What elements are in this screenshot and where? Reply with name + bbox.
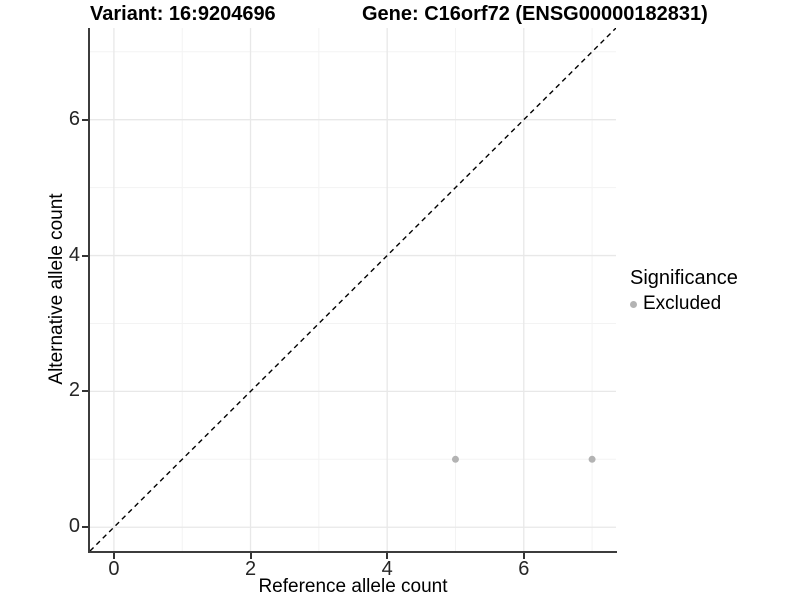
- y-axis-tick-label: 0: [68, 515, 80, 538]
- x-axis-title: Reference allele count: [258, 576, 448, 597]
- plot-title-gene: Gene: C16orf72 (ENSG00000182831): [362, 3, 708, 25]
- plot-title-variant: Variant: 16:9204696: [90, 3, 276, 25]
- y-axis-tick-label: 2: [68, 379, 80, 402]
- legend-point-icon: [630, 300, 637, 308]
- plot-panel: [90, 28, 616, 551]
- x-axis-tick-mark: [112, 553, 115, 559]
- x-axis-tick-label: 0: [108, 558, 120, 580]
- y-axis-tick-mark: [82, 254, 88, 257]
- legend-title: Significance: [630, 267, 738, 289]
- y-axis-tick-label: 6: [68, 107, 80, 130]
- plot-area-svg: [90, 28, 616, 551]
- y-axis-tick-label: 4: [68, 243, 80, 266]
- y-axis-title: Alternative allele count: [46, 193, 67, 385]
- x-axis-tick-label: 2: [244, 558, 257, 580]
- x-axis-tick-mark: [522, 553, 525, 559]
- x-axis-tick-mark: [386, 553, 389, 559]
- x-axis-tick-mark: [249, 553, 252, 559]
- x-axis-tick-label: 6: [518, 558, 530, 580]
- legend-item-label: Excluded: [643, 293, 722, 314]
- x-axis-line: [88, 551, 617, 553]
- x-axis-tick-label: 4: [381, 558, 393, 580]
- data-point: [588, 455, 596, 463]
- legend: Significance Excluded: [630, 267, 738, 315]
- y-axis-tick-mark: [82, 390, 88, 393]
- legend-item-excluded: Excluded: [630, 293, 738, 315]
- y-axis-line: [88, 28, 90, 553]
- data-point: [451, 455, 459, 463]
- y-axis-tick-mark: [82, 118, 88, 121]
- y-axis-tick-mark: [82, 526, 88, 529]
